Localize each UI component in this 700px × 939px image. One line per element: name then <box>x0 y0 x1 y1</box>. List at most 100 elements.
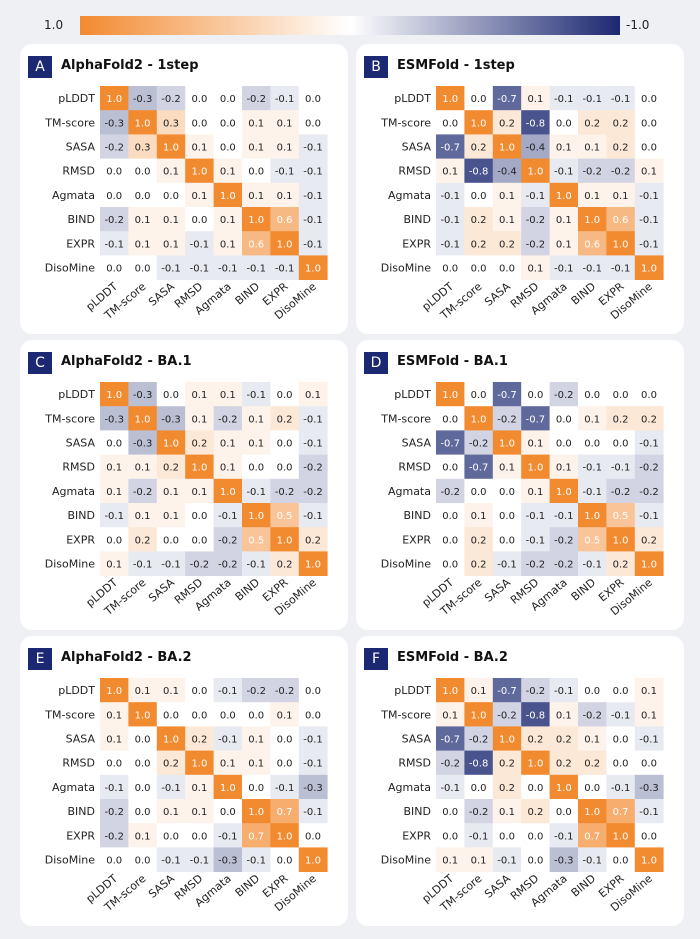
heatmap-cell <box>606 678 636 703</box>
row-label: TM-score <box>44 412 95 425</box>
heatmap-cell <box>270 406 300 431</box>
heatmap-cell <box>100 86 129 111</box>
cell-value-label: 1.0 <box>613 535 629 546</box>
column-label: BIND <box>233 872 262 900</box>
heatmap-cell <box>521 478 550 504</box>
cell-value-label: 0.0 <box>191 831 207 842</box>
cell-value-label: -0.1 <box>582 560 602 571</box>
heatmap-cell <box>185 86 214 111</box>
cell-value-label: 0.6 <box>277 215 293 226</box>
heatmap-cell <box>156 110 186 135</box>
heatmap-cell <box>492 702 522 727</box>
cell-value-label: 0.0 <box>135 735 151 746</box>
heatmap-cell <box>492 478 522 504</box>
cell-value-label: 0.0 <box>556 414 572 425</box>
heatmap-cell <box>464 774 494 800</box>
heatmap-cell <box>578 231 607 256</box>
cell-value-label: -0.2 <box>303 463 323 474</box>
heatmap-cell <box>270 702 300 727</box>
cell-value-label: 1.0 <box>305 264 321 275</box>
cell-value-label: 0.0 <box>135 167 151 178</box>
heatmap-cell <box>156 527 186 552</box>
row-label: BIND <box>404 213 432 226</box>
heatmap-cell <box>578 750 607 776</box>
heatmap-cell <box>606 823 636 848</box>
cell-value-label: -0.1 <box>275 783 295 794</box>
row-label: SASA <box>402 733 432 746</box>
cell-value-label: 0.1 <box>191 807 207 818</box>
heatmap-cell <box>213 86 243 111</box>
cell-value-label: -0.3 <box>133 390 153 401</box>
row-label: Agmata <box>388 781 431 794</box>
heatmap-cell <box>156 406 186 431</box>
heatmap-cell <box>464 110 494 135</box>
cell-value-label: 0.1 <box>277 118 293 129</box>
heatmap-cell <box>242 774 271 800</box>
cell-value-label: -0.2 <box>104 831 124 842</box>
cell-value-label: 1.0 <box>613 831 629 842</box>
cell-value-label: 0.1 <box>106 735 122 746</box>
cell-value-label: -0.2 <box>104 143 124 154</box>
heatmap-cell <box>242 255 271 280</box>
cell-value-label: 0.0 <box>556 439 572 450</box>
cell-value-label: 0.1 <box>220 215 236 226</box>
heatmap-cell <box>156 503 186 528</box>
cell-value-label: -0.1 <box>275 167 295 178</box>
panel-c: C AlphaFold2 - BA.1 pLDDT TM-score SASA RMS… <box>20 340 348 630</box>
cell-value-label: -0.1 <box>582 463 602 474</box>
cell-value-label: 0.0 <box>106 535 122 546</box>
panel-letter: C <box>28 352 52 374</box>
cell-value-label: -0.1 <box>611 710 631 721</box>
cell-value-label: 0.0 <box>442 511 458 522</box>
heatmap-cell <box>464 134 494 159</box>
cell-value-label: 0.1 <box>248 414 264 425</box>
heatmap: pLDDT TM-score SASA RMSD Agmata BIND EXPR DisoM… <box>380 86 664 323</box>
cell-value-label: -0.1 <box>440 191 460 202</box>
heatmap-cell <box>634 110 664 135</box>
cell-value-label: 0.2 <box>305 535 321 546</box>
cell-value-label: 0.0 <box>584 439 600 450</box>
heatmap-cell <box>156 478 186 504</box>
heatmap-cell <box>270 503 300 528</box>
heatmap-cell <box>298 430 328 455</box>
heatmap-cell <box>100 158 129 184</box>
row-label: SASA <box>66 733 96 746</box>
heatmap-cell <box>549 678 579 703</box>
cell-value-label: -0.1 <box>639 511 659 522</box>
heatmap-cell <box>185 110 214 135</box>
cell-value-label: 0.1 <box>556 463 572 474</box>
heatmap-cell <box>213 799 243 824</box>
cell-value-label: -0.3 <box>104 414 124 425</box>
heatmap-cell <box>634 726 664 751</box>
cell-value-label: -0.1 <box>218 735 238 746</box>
row-label: EXPR <box>66 237 95 250</box>
heatmap-cell <box>606 774 636 800</box>
heatmap-cell <box>270 158 300 184</box>
cell-value-label: -0.1 <box>582 487 602 498</box>
heatmap-cell <box>436 503 465 528</box>
cell-value-label: 0.5 <box>277 511 293 522</box>
cell-value-label: 1.0 <box>248 807 264 818</box>
heatmap-cell <box>270 774 300 800</box>
heatmap-cell <box>549 134 579 159</box>
heatmap-cell <box>156 678 186 703</box>
heatmap-cell <box>634 430 664 455</box>
cell-value-label: 0.5 <box>613 511 629 522</box>
heatmap-cell <box>549 750 579 776</box>
row-label: pLDDT <box>394 684 431 697</box>
cell-value-label: 0.1 <box>556 215 572 226</box>
heatmap-cell <box>100 726 129 751</box>
heatmap-cell <box>549 478 579 504</box>
heatmap-cell <box>436 182 465 208</box>
cell-value-label: 0.0 <box>220 94 236 105</box>
row-label: DisoMine <box>45 854 96 867</box>
heatmap-cell <box>578 134 607 159</box>
cell-value-label: 0.0 <box>106 439 122 450</box>
row-label: pLDDT <box>394 92 431 105</box>
row-label: EXPR <box>66 829 95 842</box>
cell-value-label: 0.1 <box>220 759 236 770</box>
heatmap-cell <box>492 503 522 528</box>
heatmap-cell <box>156 551 186 576</box>
cell-value-label: 0.2 <box>584 118 600 129</box>
cell-value-label: 0.0 <box>471 390 487 401</box>
